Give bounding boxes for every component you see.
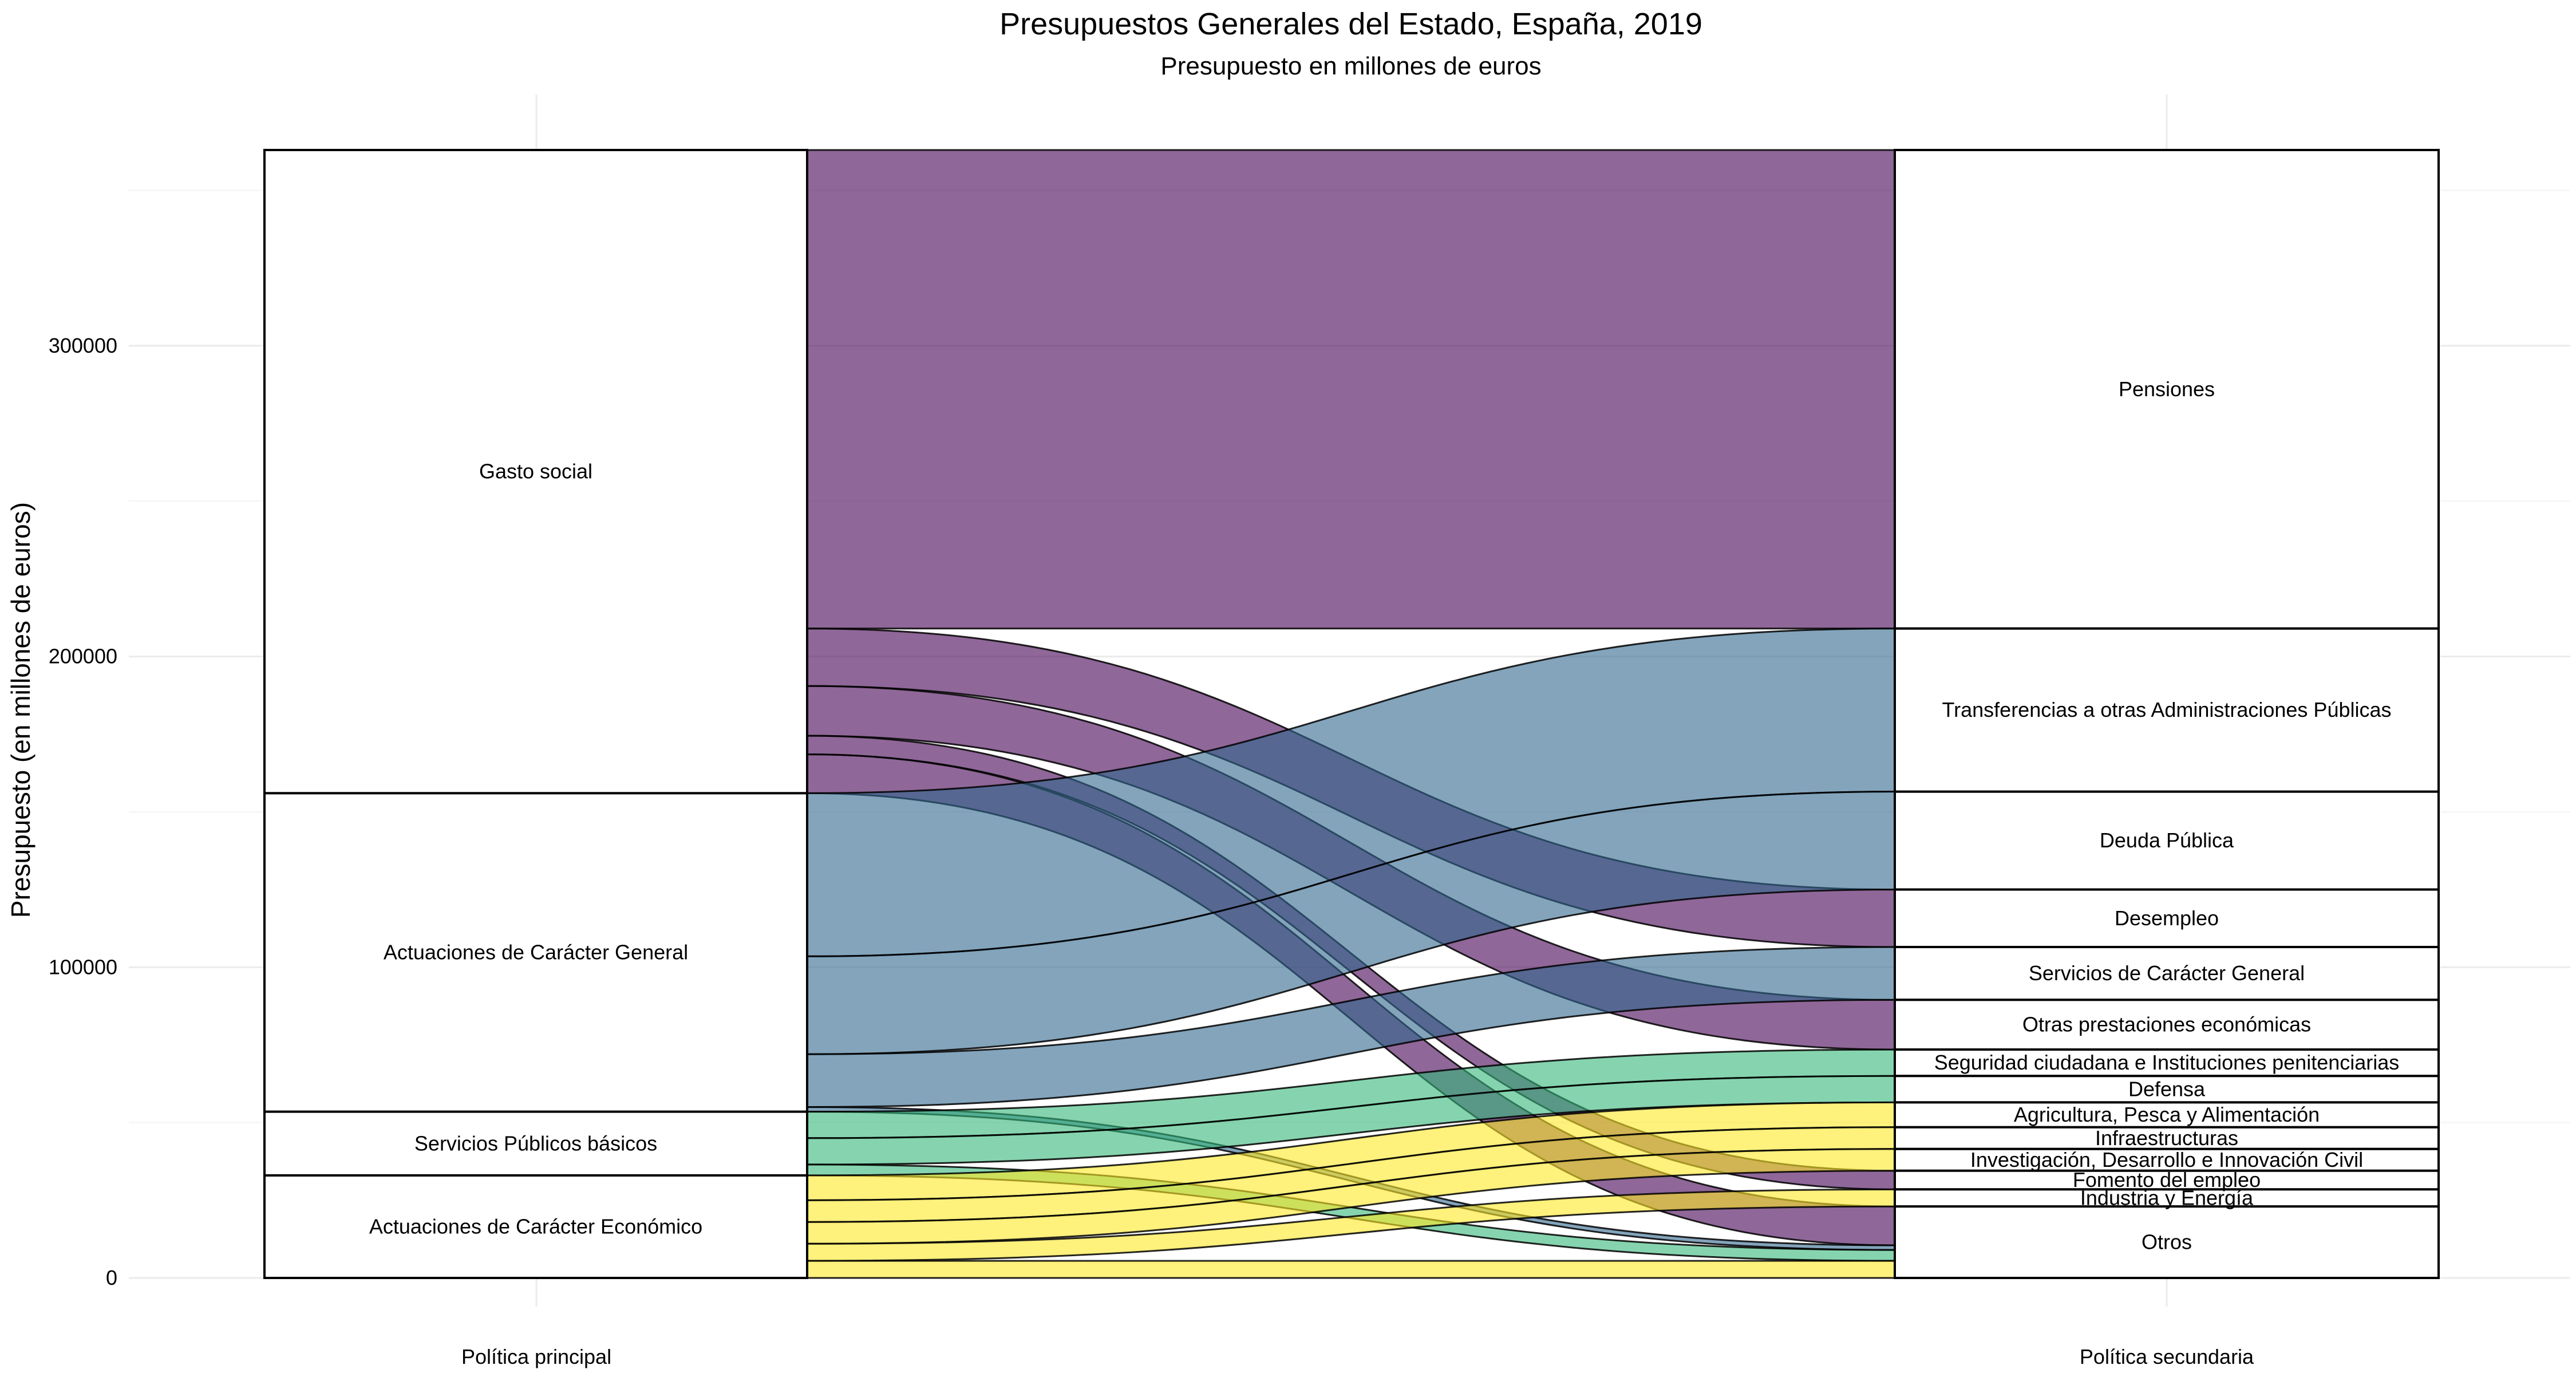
stratum-label-actuaciones-de-caracter-general: Actuaciones de Carácter General xyxy=(384,941,688,964)
stratum-label-infraestructuras: Infraestructuras xyxy=(2095,1126,2238,1150)
y-tick-label: 0 xyxy=(106,1266,117,1289)
stratum-industria-y-energia xyxy=(1894,1188,2440,1208)
stratum-label-servicios-publicos-basicos: Servicios Públicos básicos xyxy=(414,1131,657,1155)
stratum-actuaciones-de-caracter-general xyxy=(263,792,808,1113)
y-axis-title: Presupuesto (en millones de euros) xyxy=(6,502,35,918)
stratum-label-deuda-publica: Deuda Pública xyxy=(2100,828,2234,852)
stratum-label-otras-prestaciones-economicas: Otras prestaciones económicas xyxy=(2022,1013,2311,1036)
stratum-label-pensiones: Pensiones xyxy=(2119,377,2215,401)
y-tick-label: 200000 xyxy=(49,645,117,668)
stratum-otros xyxy=(1894,1205,2440,1279)
y-tick-label: 300000 xyxy=(49,334,117,357)
label-layer: Gasto social Actuaciones de Carácter Gene… xyxy=(369,377,2399,1254)
stratum-label-industria-y-energia: Industria y Energía xyxy=(2080,1186,2254,1209)
stratum-label-fomento-del-empleo: Fomento del empleo xyxy=(2073,1168,2261,1191)
stratum-label-transferencias-a-otras-administraciones-publicas: Transferencias a otras Administraciones … xyxy=(1942,698,2391,721)
stratum-pensiones xyxy=(1894,149,2440,630)
stratum-fomento-del-empleo xyxy=(1894,1169,2440,1191)
flow-gasto-social-to-pensiones xyxy=(806,149,1896,630)
stratum-label-servicios-de-caracter-general: Servicios de Carácter General xyxy=(2029,961,2305,985)
stratum-label-actuaciones-de-caracter-economico: Actuaciones de Carácter Económico xyxy=(369,1214,702,1238)
stratum-defensa xyxy=(1894,1075,2440,1104)
stratum-servicios-de-caracter-general xyxy=(1894,946,2440,1001)
stratum-layer xyxy=(263,149,2440,1280)
stratum-label-defensa: Defensa xyxy=(2128,1077,2206,1100)
flow-layer xyxy=(806,149,1896,1279)
stratum-label-seguridad-ciudadana-e-instituciones-penitenciarias: Seguridad ciudadana e Instituciones peni… xyxy=(1934,1051,2400,1074)
stratum-transferencias-a-otras-administraciones-publicas xyxy=(1894,627,2440,793)
chart-title: Presupuestos Generales del Estado, Españ… xyxy=(999,7,1702,41)
stratum-otras-prestaciones-economicas xyxy=(1894,999,2440,1051)
x-axis-label-politica-secundaria: Política secundaria xyxy=(2080,1345,2254,1368)
stratum-label-desempleo: Desempleo xyxy=(2115,906,2219,930)
chart-subtitle: Presupuesto en millones de euros xyxy=(1160,52,1541,80)
stratum-infraestructuras xyxy=(1894,1126,2440,1150)
stratum-deuda-publica xyxy=(1894,790,2440,891)
stratum-label-otros: Otros xyxy=(2142,1230,2192,1254)
x-axis-label-politica-principal: Política principal xyxy=(461,1345,611,1368)
stratum-desempleo xyxy=(1894,888,2440,949)
stratum-gasto-social xyxy=(263,149,808,795)
y-tick-label: 100000 xyxy=(49,955,117,979)
flow-actuaciones-de-caracter-economico-to-otros xyxy=(806,1260,1896,1279)
stratum-label-agricultura-pesca-y-alimentacion: Agricultura, Pesca y Alimentación xyxy=(2014,1103,2320,1126)
stratum-actuaciones-de-caracter-economico xyxy=(263,1174,808,1280)
stratum-label-investigacion-desarrollo-e-innovacion-civil: Investigación, Desarrollo e Innovación C… xyxy=(1970,1148,2363,1171)
stratum-label-gasto-social: Gasto social xyxy=(479,460,592,483)
stratum-agricultura-pesca-y-alimentacion xyxy=(1894,1101,2440,1129)
